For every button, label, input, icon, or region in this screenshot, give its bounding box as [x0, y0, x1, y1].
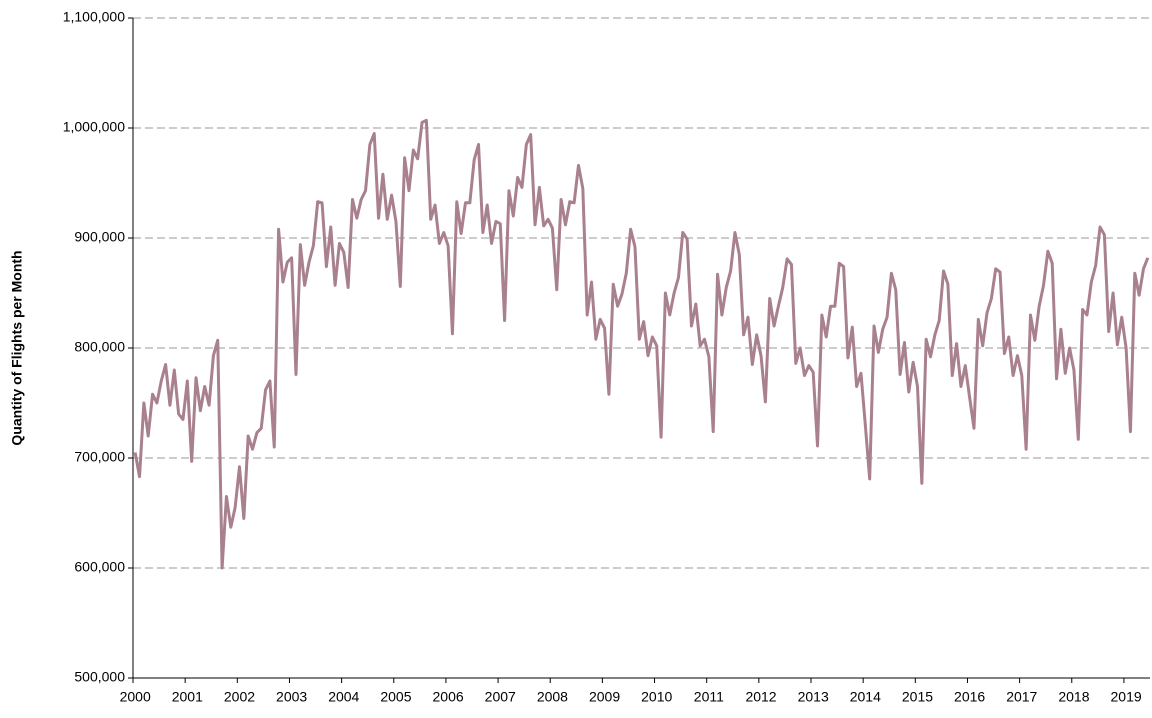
y-tick-label: 900,000	[74, 229, 125, 245]
y-tick-label: 700,000	[74, 449, 125, 465]
x-tick-label: 2002	[224, 689, 255, 705]
x-tick-label: 2009	[589, 689, 620, 705]
x-tick-label: 2011	[694, 689, 724, 705]
x-tick-label: 2010	[641, 689, 672, 705]
x-tick-label: 2004	[328, 689, 359, 705]
data-line	[133, 118, 1150, 570]
x-tick-label: 2003	[276, 689, 307, 705]
x-tick-label: 2006	[433, 689, 464, 705]
y-tick-label: 1,100,000	[63, 9, 125, 25]
x-tick-label: 2007	[485, 689, 516, 705]
x-tick-label: 2019	[1111, 689, 1142, 705]
x-tick-label: 2013	[798, 689, 829, 705]
x-tick-label: 2018	[1058, 689, 1089, 705]
x-tick-label: 2015	[902, 689, 933, 705]
y-tick-label: 800,000	[74, 339, 125, 355]
y-tick-label: 600,000	[74, 559, 125, 575]
y-axis-label: Quantity of Flights per Month	[9, 250, 25, 445]
y-tick-label: 1,000,000	[63, 119, 125, 135]
x-tick-label: 2017	[1006, 689, 1037, 705]
x-tick-label: 2000	[120, 689, 151, 705]
x-tick-label: 2012	[745, 689, 776, 705]
y-tick-label: 500,000	[74, 669, 125, 685]
x-tick-label: 2001	[172, 689, 203, 705]
x-tick-label: 2008	[537, 689, 568, 705]
x-tick-label: 2016	[954, 689, 985, 705]
x-tick-label: 2014	[850, 689, 881, 705]
x-tick-label: 2005	[380, 689, 411, 705]
